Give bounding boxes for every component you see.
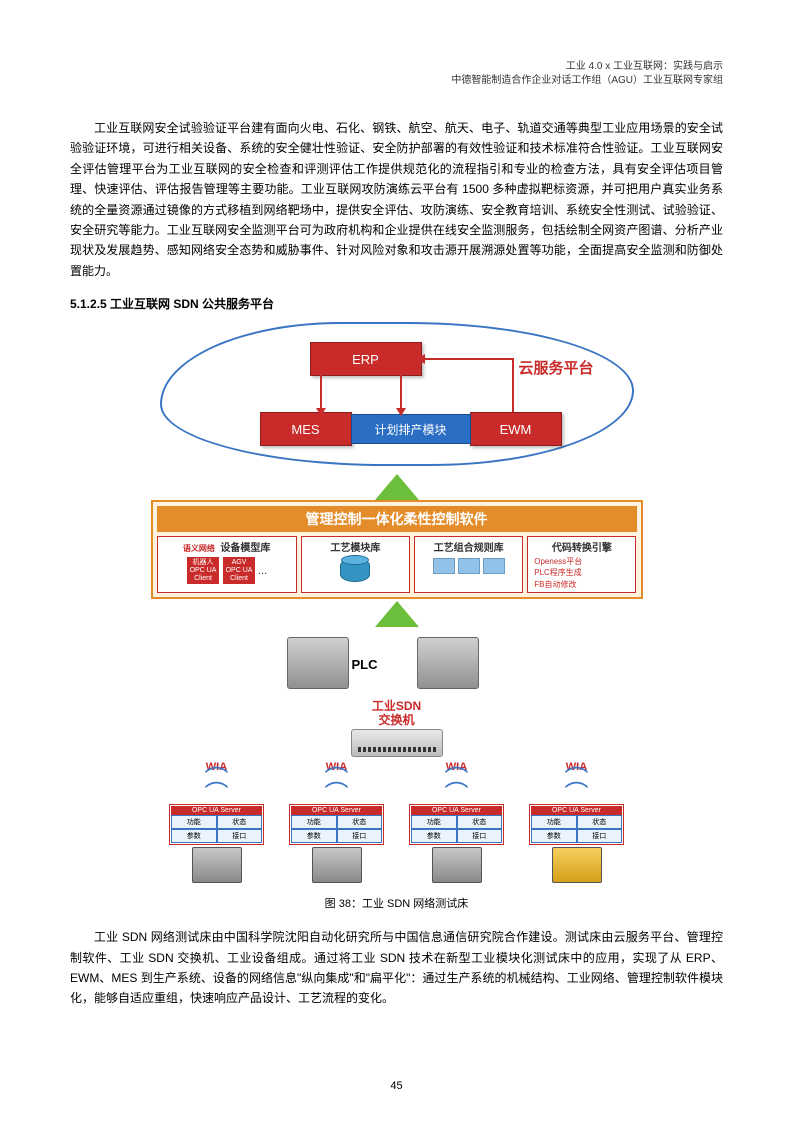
wia-device-row: WIA ⌒⌒ OPC UA Server 功能 状态 参数 接口 WIA ⌒⌒ …: [157, 761, 637, 885]
arrow-ewm-erp-h: [422, 358, 512, 360]
rule-block-icon: [458, 558, 480, 574]
plc-label: PLC: [352, 657, 378, 672]
control-title: 管理控制一体化柔性控制软件: [157, 506, 637, 532]
section-heading: 5.1.2.5 工业互联网 SDN 公共服务平台: [70, 295, 723, 312]
wireless-icon: ⌒⌒: [169, 773, 264, 802]
sdn-label-2: 交换机: [337, 713, 457, 727]
opc-param: 参数: [531, 829, 577, 843]
wireless-icon: ⌒⌒: [409, 773, 504, 802]
body-paragraph-1: 工业互联网安全试验验证平台建有面向火电、石化、钢铁、航空、航天、电子、轨道交通等…: [70, 118, 723, 281]
process-lib-title: 工艺模块库: [304, 539, 407, 554]
ellipsis-icon: ...: [258, 565, 267, 577]
opc-status: 状态: [577, 815, 623, 829]
cloud-label: 云服务平台: [518, 357, 593, 378]
arrow-ewm-erp-v: [512, 358, 514, 412]
opc-iface: 接口: [217, 829, 263, 843]
opc-status: 状态: [217, 815, 263, 829]
opc-iface: 接口: [457, 829, 503, 843]
mes-node: MES: [260, 412, 352, 446]
opc-param: 参数: [291, 829, 337, 843]
erp-node: ERP: [310, 342, 422, 376]
database-icon: [340, 558, 370, 582]
opc-server-title: OPC UA Server: [291, 806, 382, 815]
opc-param: 参数: [171, 829, 217, 843]
semantic-net-label: 语义网络: [183, 544, 215, 553]
body-paragraph-2: 工业 SDN 网络测试床由中国科学院沈阳自动化研究所与中国信息通信研究院合作建设…: [70, 927, 723, 1009]
cloud-region: ERP MES EWM 计划排产模块 云服务平台: [160, 322, 634, 466]
opc-func: 功能: [291, 815, 337, 829]
opc-param: 参数: [411, 829, 457, 843]
opc-server-title: OPC UA Server: [411, 806, 502, 815]
wireless-icon: ⌒⌒: [529, 773, 624, 802]
rule-lib-title: 工艺组合规则库: [417, 539, 520, 554]
rule-block-icon: [483, 558, 505, 574]
arrow-erp-plan: [400, 374, 402, 412]
agv-opc-client: AGV OPC UA Client: [223, 557, 255, 584]
arrow-erp-plan-head: [396, 408, 406, 416]
rule-block-icon: [433, 558, 455, 574]
opc-server-title: OPC UA Server: [531, 806, 622, 815]
device-model-lib: 语义网络 设备模型库 机器人 OPC UA Client AGV OPC UA …: [157, 536, 297, 593]
process-module-lib: 工艺模块库: [301, 536, 410, 593]
code-convert-engine: 代码转换引擎 Openess平台 PLC程序生成 FB自动修改: [527, 536, 636, 593]
plc-device-icon: [417, 637, 479, 689]
machine-icon: [432, 847, 482, 883]
opc-ua-server: OPC UA Server 功能 状态 参数 接口: [409, 804, 504, 845]
wia-node: WIA ⌒⌒ OPC UA Server 功能 状态 参数 接口: [289, 761, 384, 885]
machine-icon: [192, 847, 242, 883]
opc-func: 功能: [171, 815, 217, 829]
sdn-label-1: 工业SDN: [337, 699, 457, 713]
page-number: 45: [0, 1080, 793, 1092]
device-lib-title: 设备模型库: [220, 543, 270, 554]
process-rule-lib: 工艺组合规则库: [414, 536, 523, 593]
opc-iface: 接口: [337, 829, 383, 843]
wia-node: WIA ⌒⌒ OPC UA Server 功能 状态 参数 接口: [529, 761, 624, 885]
header-line2: 中德智能制造合作企业对话工作组（AGU）工业互联网专家组: [70, 74, 723, 88]
wia-node: WIA ⌒⌒ OPC UA Server 功能 状态 参数 接口: [409, 761, 504, 885]
opc-status: 状态: [457, 815, 503, 829]
arrow-ewm-erp-head: [417, 354, 425, 364]
opc-func: 功能: [411, 815, 457, 829]
figure-caption: 图 38：工业 SDN 网络测试床: [70, 895, 723, 911]
ewm-node: EWM: [470, 412, 562, 446]
opc-ua-server: OPC UA Server 功能 状态 参数 接口: [169, 804, 264, 845]
machine-icon: [552, 847, 602, 883]
plc-row: PLC: [157, 627, 637, 697]
sdn-switch-block: 工业SDN 交换机: [337, 699, 457, 758]
opc-ua-server: OPC UA Server 功能 状态 参数 接口: [289, 804, 384, 845]
architecture-diagram: ERP MES EWM 计划排产模块 云服务平台 管理控制一体化柔性控制软件 语…: [147, 322, 647, 885]
plan-module-node: 计划排产模块: [351, 414, 471, 444]
machine-icon: [312, 847, 362, 883]
opc-server-title: OPC UA Server: [171, 806, 262, 815]
code-engine-title: 代码转换引擎: [530, 539, 633, 554]
green-up-arrow-1: [375, 474, 419, 500]
header-line1: 工业 4.0 x 工业互联网：实践与启示: [70, 60, 723, 74]
switch-icon: [351, 729, 443, 757]
code-line-3: FB自动修改: [534, 579, 633, 590]
opc-func: 功能: [531, 815, 577, 829]
robot-opc-client: 机器人 OPC UA Client: [187, 557, 219, 584]
arrow-erp-mes: [320, 374, 322, 412]
plc-device-icon: [287, 637, 349, 689]
opc-status: 状态: [337, 815, 383, 829]
opc-iface: 接口: [577, 829, 623, 843]
opc-ua-server: OPC UA Server 功能 状态 参数 接口: [529, 804, 624, 845]
wireless-icon: ⌒⌒: [289, 773, 384, 802]
code-line-2: PLC程序生成: [534, 567, 633, 578]
green-up-arrow-2: [375, 601, 419, 627]
page-header: 工业 4.0 x 工业互联网：实践与启示 中德智能制造合作企业对话工作组（AGU…: [70, 60, 723, 88]
control-software-panel: 管理控制一体化柔性控制软件 语义网络 设备模型库 机器人 OPC UA Clie…: [151, 500, 643, 599]
code-line-1: Openess平台: [534, 556, 633, 567]
wia-node: WIA ⌒⌒ OPC UA Server 功能 状态 参数 接口: [169, 761, 264, 885]
arrow-erp-mes-head: [316, 408, 326, 416]
